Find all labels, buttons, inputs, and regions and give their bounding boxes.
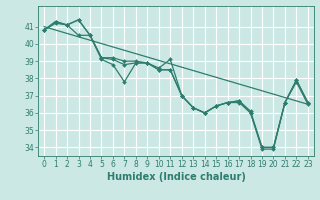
X-axis label: Humidex (Indice chaleur): Humidex (Indice chaleur) — [107, 172, 245, 182]
